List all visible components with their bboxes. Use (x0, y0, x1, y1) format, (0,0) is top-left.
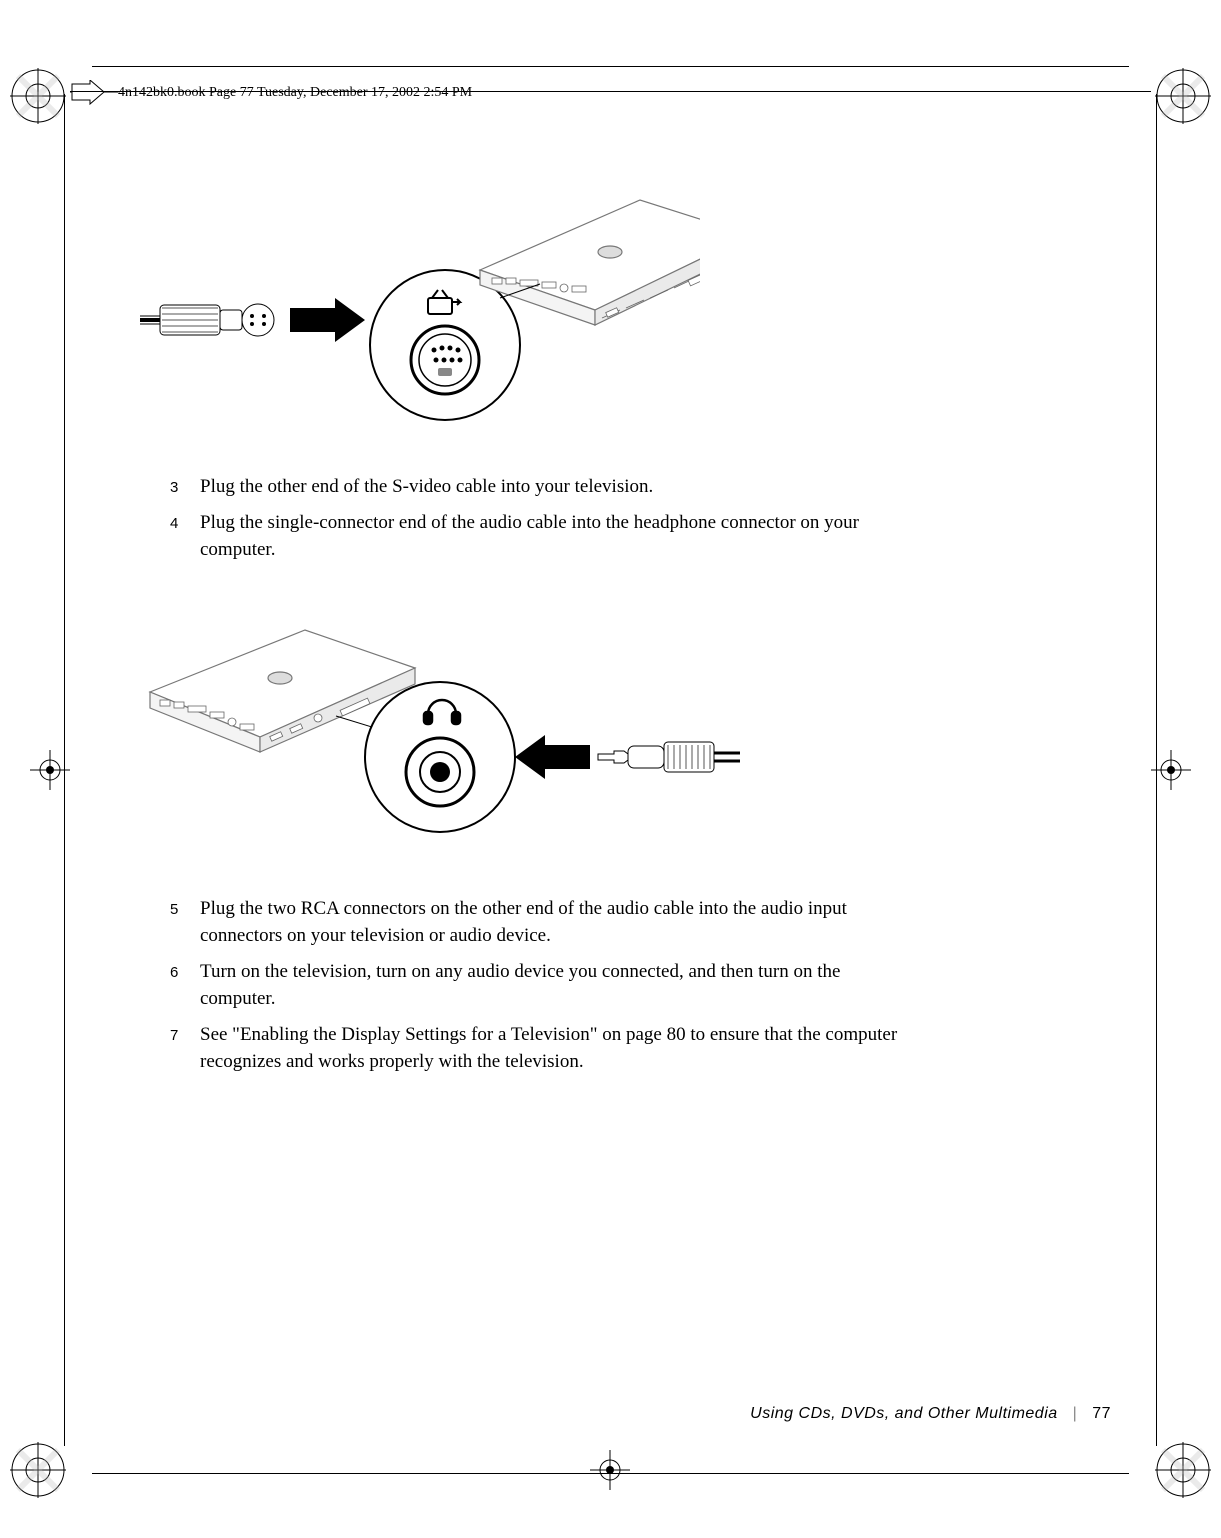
crop-mark-bottom-left (10, 1442, 66, 1498)
step-item: 3 Plug the other end of the S-video cabl… (170, 473, 900, 501)
svideo-cable-icon (140, 304, 274, 336)
crop-mark-bottom-right (1155, 1442, 1211, 1498)
header-text: 4n142bk0.book Page 77 Tuesday, December … (118, 85, 472, 101)
port-detail-circle (365, 682, 515, 832)
step-number: 3 (170, 473, 200, 499)
laptop-icon (480, 200, 700, 325)
figure-svideo-connection (140, 190, 700, 460)
arrow-left-icon (515, 735, 590, 779)
page-footer: Using CDs, DVDs, and Other Multimedia | … (750, 1405, 1111, 1423)
arrow-right-icon (290, 298, 365, 342)
header-arrow-icon (70, 80, 118, 110)
figure-audio-connection (140, 622, 740, 842)
step-item: 4 Plug the single-connector end of the a… (170, 509, 900, 564)
page-content: 3 Plug the other end of the S-video cabl… (170, 190, 900, 1084)
step-item: 6 Turn on the television, turn on any au… (170, 958, 900, 1013)
step-text: Plug the single-connector end of the aud… (200, 509, 900, 564)
crop-mark-top-left (10, 68, 66, 124)
step-item: 5 Plug the two RCA connectors on the oth… (170, 895, 900, 950)
footer-separator: | (1073, 1405, 1078, 1422)
footer-chapter: Using CDs, DVDs, and Other Multimedia (750, 1405, 1057, 1422)
step-number: 7 (170, 1021, 200, 1047)
step-text: See "Enabling the Display Settings for a… (200, 1021, 900, 1076)
crop-mark-top-right (1155, 68, 1211, 124)
step-text: Turn on the television, turn on any audi… (200, 958, 900, 1013)
footer-page-number: 77 (1092, 1405, 1111, 1422)
step-number: 5 (170, 895, 200, 921)
step-number: 4 (170, 509, 200, 535)
step-text: Plug the two RCA connectors on the other… (200, 895, 900, 950)
step-item: 7 See "Enabling the Display Settings for… (170, 1021, 900, 1076)
registration-mark-right (1151, 750, 1191, 790)
audio-cable-icon (598, 742, 740, 772)
step-number: 6 (170, 958, 200, 984)
step-text: Plug the other end of the S-video cable … (200, 473, 900, 501)
